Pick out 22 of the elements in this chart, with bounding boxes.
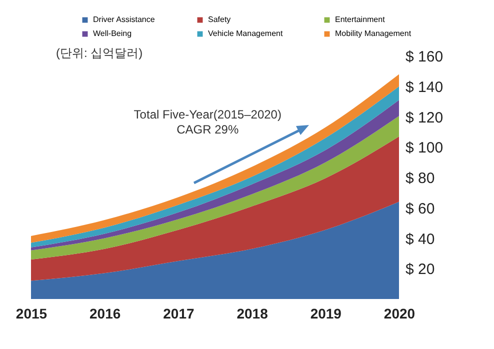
y-tick-label: $ 140 [406,78,444,96]
y-tick-label: $ 120 [406,109,444,126]
y-tick-label: $ 160 [406,48,444,66]
x-tick-label: 2015 [16,306,48,322]
legend-label: Safety [208,15,231,24]
annotation: Total Five-Year(2015–2020) CAGR 29% [134,107,282,136]
y-tick-label: $ 20 [406,261,435,278]
x-tick-label: 2020 [384,306,416,322]
x-tick-label: 2017 [163,306,194,322]
y-tick-label: $ 40 [406,230,435,248]
annotation: (단위: 십억달러) [56,46,143,60]
legend-label: Driver Assistance [93,15,156,24]
x-tick-label: 2018 [236,306,268,322]
legend-label: Mobility Management [335,29,412,38]
y-tick-label: $ 80 [406,170,435,187]
legend-label: Well-Being [93,29,132,38]
y-tick-label: $ 60 [406,200,435,218]
x-tick-label: 2016 [90,306,121,322]
legend-label: Vehicle Management [208,29,284,38]
y-tick-label: $ 100 [406,140,444,157]
legend-label: Entertainment [335,15,386,24]
x-tick-label: 2019 [310,306,342,322]
